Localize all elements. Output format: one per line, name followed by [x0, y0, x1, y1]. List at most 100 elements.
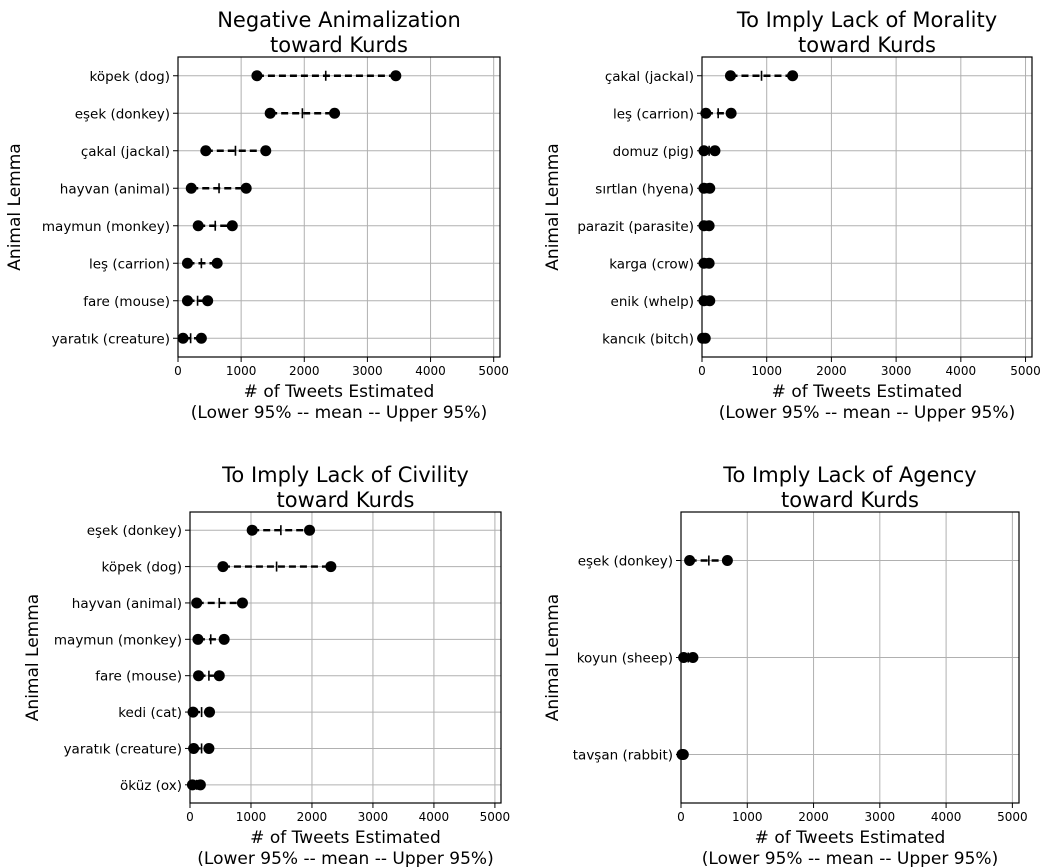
category-label: eşek (donkey)	[87, 523, 182, 539]
category-label: eşek (donkey)	[578, 554, 673, 570]
category-label: hayvan (animal)	[60, 181, 170, 197]
chart-title: To Imply Lack of Agency toward Kurds	[722, 463, 976, 512]
plot-frame	[177, 56, 501, 358]
y-axis-label: Animal Lemma	[543, 594, 563, 721]
category-label: yaratık (creature)	[52, 331, 170, 347]
category-label: tavşan (rabbit)	[573, 748, 673, 764]
x-tick-label: 2000	[289, 364, 320, 378]
x-tick-label: 4000	[946, 364, 977, 378]
lower-bound-point	[724, 70, 736, 82]
chart-panel-3: 0 1000 2000 3000 4000 5000 eşek (donkey) köpek …	[23, 463, 510, 867]
upper-bound-point	[704, 295, 716, 307]
x-tick-label: 5000	[480, 810, 511, 824]
plot-frame	[701, 56, 1033, 358]
x-tick-label: 5000	[1010, 364, 1041, 378]
y-axis-label: Animal Lemma	[543, 143, 563, 270]
upper-bound-point	[240, 182, 252, 194]
x-tick-label: 1000	[236, 810, 267, 824]
category-label: köpek (dog)	[89, 69, 170, 85]
upper-bound-point	[703, 257, 715, 269]
lower-bound-point	[251, 70, 263, 82]
lower-bound-point	[188, 742, 200, 754]
lower-bound-point	[181, 257, 193, 269]
x-tick-label: 5000	[997, 810, 1028, 824]
plot-frame	[189, 511, 502, 804]
upper-bound-point	[687, 652, 699, 663]
upper-bound-point	[390, 70, 402, 82]
category-label: parazit (parasite)	[577, 219, 694, 235]
x-tick-label: 0	[698, 364, 706, 378]
chart-title: To Imply Lack of Civility toward Kurds	[221, 463, 469, 512]
x-axis-label: # of Tweets Estimated (Lower 95% -- mean …	[191, 382, 487, 423]
upper-bound-point	[709, 145, 721, 157]
lower-bound-point	[177, 332, 189, 344]
upper-bound-point	[194, 779, 206, 791]
x-tick-label: 1000	[226, 364, 257, 378]
x-tick-label: 0	[186, 810, 194, 824]
chart-title: Negative Animalization toward Kurds	[217, 8, 461, 57]
x-tick-label: 4000	[931, 810, 962, 824]
lower-bound-point	[191, 597, 203, 609]
upper-bound-point	[202, 295, 214, 307]
category-label: fare (mouse)	[95, 669, 182, 685]
category-label: fare (mouse)	[83, 294, 170, 310]
lower-bound-point	[246, 524, 258, 536]
x-tick-label: 1000	[751, 364, 782, 378]
upper-bound-point	[203, 742, 215, 754]
y-axis-label: Animal Lemma	[5, 143, 25, 270]
upper-bound-point	[195, 332, 207, 344]
lower-bound-point	[186, 779, 198, 791]
chart-panel-4: 0 1000 2000 3000 4000 5000 eşek (donkey) koyun …	[543, 463, 1028, 867]
category-label: maymun (monkey)	[54, 632, 182, 648]
lower-bound-point	[700, 107, 712, 119]
x-axis-label: # of Tweets Estimated (Lower 95% -- mean …	[719, 382, 1015, 423]
x-tick-label: 5000	[478, 364, 509, 378]
category-label: çakal (jackal)	[605, 69, 694, 85]
upper-bound-point	[677, 749, 689, 760]
category-label: koyun (sheep)	[577, 651, 673, 667]
category-label: hayvan (animal)	[72, 596, 182, 612]
upper-bound-point	[304, 524, 316, 536]
upper-bound-point	[226, 220, 238, 232]
lower-bound-point	[698, 145, 710, 157]
x-tick-label: 3000	[865, 810, 896, 824]
category-label: leş (carrion)	[89, 256, 170, 272]
lower-bound-point	[181, 295, 193, 307]
upper-bound-point	[725, 107, 737, 119]
x-tick-label: 0	[677, 810, 685, 824]
category-label: kedi (cat)	[118, 705, 182, 721]
x-tick-label: 4000	[419, 810, 450, 824]
category-label: eşek (donkey)	[75, 106, 170, 122]
upper-bound-point	[236, 597, 248, 609]
upper-bound-point	[329, 107, 341, 119]
upper-bound-point	[704, 182, 716, 194]
category-label: karga (crow)	[609, 256, 694, 272]
y-axis-label: Animal Lemma	[23, 594, 43, 721]
upper-bound-point	[260, 145, 272, 157]
upper-bound-point	[787, 70, 799, 82]
lower-bound-point	[185, 182, 197, 194]
upper-bound-point	[213, 670, 225, 682]
upper-bound-point	[325, 561, 337, 573]
x-tick-label: 0	[174, 364, 182, 378]
lower-bound-point	[187, 706, 199, 718]
lower-bound-point	[192, 633, 204, 645]
lower-bound-point	[217, 561, 229, 573]
upper-bound-point	[703, 220, 715, 232]
category-label: maymun (monkey)	[42, 219, 170, 235]
category-label: kancık (bitch)	[602, 331, 694, 347]
lower-bound-point	[192, 220, 204, 232]
x-tick-label: 3000	[352, 364, 383, 378]
x-tick-label: 1000	[732, 810, 763, 824]
upper-bound-point	[204, 706, 216, 718]
x-tick-label: 3000	[358, 810, 389, 824]
upper-bound-point	[699, 332, 711, 344]
x-tick-label: 3000	[881, 364, 912, 378]
lower-bound-point	[193, 670, 205, 682]
lower-bound-point	[264, 107, 276, 119]
category-label: sırtlan (hyena)	[595, 181, 694, 197]
x-tick-label: 2000	[798, 810, 829, 824]
lower-bound-point	[684, 555, 696, 566]
category-label: leş (carrion)	[613, 106, 694, 122]
